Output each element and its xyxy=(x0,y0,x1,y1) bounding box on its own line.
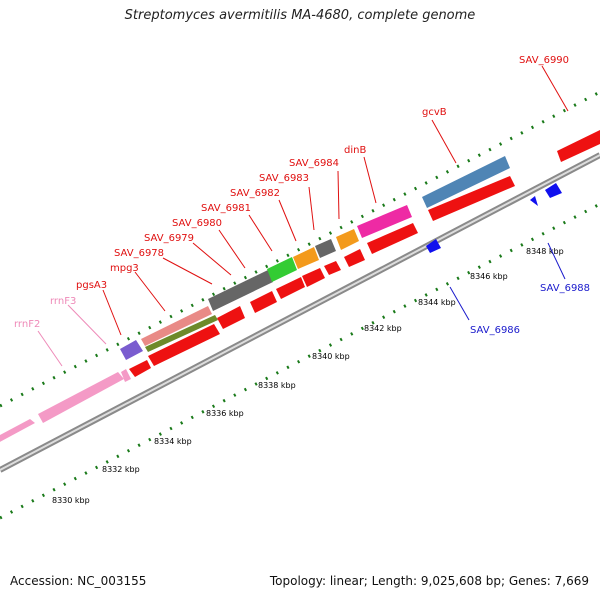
genome-title: Streptomyces avermitilis MA-4680, comple… xyxy=(124,8,476,23)
gene-labels: rrnF2 rrnF3 pgsA3 mpg3 SAV_6978 SAV_6979… xyxy=(14,55,590,336)
gene-label-pgsA3: pgsA3 xyxy=(76,280,107,291)
cds-feature-gcvB xyxy=(428,176,515,221)
cds-feature-SAV_6980 xyxy=(250,291,277,313)
leader-SAV_6981 xyxy=(248,214,273,252)
leader-SAV_6988 xyxy=(547,242,566,280)
label-leader-lines xyxy=(37,65,569,367)
leader-SAV_6980 xyxy=(218,229,246,269)
gene-features xyxy=(0,130,600,442)
scale-label-8348: 8348 kbp xyxy=(526,247,564,256)
gene-feature-pgsA3 xyxy=(120,340,143,360)
scale-label-8340: 8340 kbp xyxy=(312,352,350,361)
rrna-feature-rrnF3 xyxy=(38,372,124,423)
gene-feature-SAV_6980 xyxy=(208,270,273,311)
gene-feature-gcvB xyxy=(422,156,510,208)
gene-feature-SAV_6983 xyxy=(315,239,336,258)
small-cds-feature xyxy=(121,369,131,382)
cds-feature-dinB xyxy=(367,223,418,254)
leader-pgsA3 xyxy=(102,289,122,336)
gene-feature-SAV_6981 xyxy=(267,257,297,282)
scale-label-8346: 8346 kbp xyxy=(470,272,508,281)
scale-label-8334: 8334 kbp xyxy=(154,437,192,446)
cds-feature-SAV_6979 xyxy=(217,306,245,329)
leader-SAV_6982 xyxy=(278,199,297,242)
accession-label: Accession: NC_003155 xyxy=(10,574,147,588)
leader-SAV_6990 xyxy=(541,65,569,112)
gene-label-gcvB: gcvB xyxy=(422,107,447,118)
cds-feature-SAV_6981 xyxy=(276,277,305,299)
cds-feature-SAV_6982 xyxy=(302,268,325,287)
gene-label-SAV_6990: SAV_6990 xyxy=(519,55,569,66)
leader-mpg3 xyxy=(134,271,166,312)
gene-label-SAV_6984: SAV_6984 xyxy=(289,158,339,169)
gene-label-SAV_6988: SAV_6988 xyxy=(540,283,590,294)
cds-feature-SAV_6978 xyxy=(148,324,220,366)
gene-label-SAV_6982: SAV_6982 xyxy=(230,188,280,199)
gene-label-dinB: dinB xyxy=(344,145,366,156)
scale-label-8332: 8332 kbp xyxy=(102,465,140,474)
gene-feature-dinB xyxy=(357,205,412,238)
scale-labels: 8330 kbp 8332 kbp 8334 kbp 8336 kbp 8338… xyxy=(52,247,564,505)
gene-feature-SAV_6982 xyxy=(293,247,319,269)
scale-label-8338: 8338 kbp xyxy=(258,381,296,390)
scale-label-8336: 8336 kbp xyxy=(206,409,244,418)
leader-SAV_6979 xyxy=(192,242,232,276)
scale-label-8344: 8344 kbp xyxy=(418,298,456,307)
gene-label-mpg3: mpg3 xyxy=(110,263,139,274)
gene-feature-SAV_6978 xyxy=(145,315,218,352)
genome-backbone xyxy=(0,152,600,473)
leader-SAV_6986 xyxy=(449,286,470,321)
upper-tick-track xyxy=(0,90,600,408)
gene-label-SAV_6980: SAV_6980 xyxy=(172,218,222,229)
leader-gcvB xyxy=(431,119,457,164)
gene-label-SAV_6978: SAV_6978 xyxy=(114,248,164,259)
leader-SAV_6984 xyxy=(337,170,340,220)
gene-label-SAV_6986: SAV_6986 xyxy=(470,325,520,336)
reverse-cds-SAV_6988-a xyxy=(530,196,538,206)
scale-label-8342: 8342 kbp xyxy=(364,324,402,333)
cds-feature-near-pgsA3 xyxy=(129,360,151,377)
rrna-feature-rrnF2 xyxy=(0,419,35,442)
cds-feature-SAV_6983 xyxy=(324,261,341,275)
gene-label-SAV_6979: SAV_6979 xyxy=(144,233,194,244)
leader-SAV_6983 xyxy=(308,186,315,231)
gene-label-rrnF3: rrnF3 xyxy=(50,296,76,307)
gene-feature-mpg3 xyxy=(141,306,212,346)
gene-feature-SAV_6984 xyxy=(336,229,359,250)
gene-label-SAV_6983: SAV_6983 xyxy=(259,173,309,184)
genome-summary-label: Topology: linear; Length: 9,025,608 bp; … xyxy=(269,574,589,588)
reverse-cds-SAV_6988-b xyxy=(545,183,562,198)
reverse-cds-SAV_6986 xyxy=(426,239,441,253)
leader-rrnF3 xyxy=(67,304,107,345)
lower-tick-track xyxy=(0,202,600,520)
leader-SAV_6978 xyxy=(162,257,213,285)
leader-rrnF2 xyxy=(37,330,63,367)
gene-label-SAV_6981: SAV_6981 xyxy=(201,203,251,214)
cds-feature-SAV_6984 xyxy=(344,249,365,267)
gene-label-rrnF2: rrnF2 xyxy=(14,319,40,330)
leader-dinB xyxy=(363,156,377,204)
scale-label-8330: 8330 kbp xyxy=(52,496,90,505)
cds-feature-SAV_6990 xyxy=(557,130,600,162)
